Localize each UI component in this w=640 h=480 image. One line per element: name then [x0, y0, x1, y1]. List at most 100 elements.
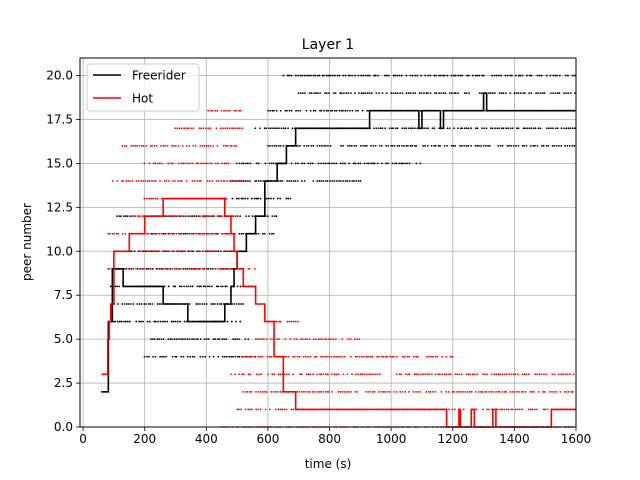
hot-peer-dot — [313, 355, 316, 358]
freerider-peer-dot — [552, 74, 555, 77]
hot-peer-dot — [197, 162, 200, 165]
hot-peer-dot — [395, 355, 398, 358]
freerider-peer-dot — [238, 338, 241, 341]
hot-peer-dot — [210, 109, 212, 112]
hot-peer-dot — [202, 232, 204, 235]
freerider-peer-dot — [491, 92, 494, 95]
freerider-peer-dot — [216, 303, 219, 305]
hot-peer-dot — [193, 180, 196, 182]
freerider-peer-dot — [288, 180, 291, 182]
freerider-peer-dot — [353, 144, 356, 147]
hot-peer-dot — [527, 373, 530, 376]
freerider-peer-dot — [442, 74, 444, 77]
hot-peer-dot — [233, 144, 236, 147]
freerider-peer-dot — [545, 127, 548, 130]
freerider-peer-dot — [461, 74, 464, 77]
freerider-peer-dot — [424, 144, 426, 147]
freerider-peer-dot — [567, 127, 570, 130]
freerider-peer-dot — [269, 144, 271, 147]
freerider-peer-dot — [251, 215, 254, 218]
freerider-peer-dot — [145, 303, 148, 305]
freerider-peer-dot — [145, 267, 148, 270]
hot-peer-dot — [177, 162, 180, 165]
freerider-peer-dot — [218, 338, 221, 341]
freerider-peer-dot — [434, 92, 436, 95]
freerider-peer-dot — [282, 127, 285, 130]
hot-peer-dot — [179, 180, 182, 182]
freerider-peer-dot — [244, 180, 247, 182]
freerider-peer-dot — [551, 144, 554, 147]
hot-peer-dot — [386, 390, 389, 393]
y-tick-label: 5.0 — [54, 332, 73, 346]
hot-peer-dot — [406, 355, 409, 358]
hot-peer-dot — [208, 162, 211, 165]
freerider-peer-dot — [201, 355, 204, 358]
freerider-peer-dot — [552, 127, 554, 130]
freerider-peer-dot — [378, 144, 381, 147]
hot-peer-dot — [525, 373, 528, 376]
hot-peer-dot — [290, 320, 293, 323]
hot-peer-dot — [343, 390, 346, 393]
hot-peer-dot — [122, 180, 125, 182]
freerider-peer-dot — [442, 92, 445, 95]
freerider-peer-dot — [530, 127, 533, 130]
hot-peer-dot — [517, 373, 519, 376]
hot-peer-dot — [115, 232, 118, 235]
freerider-peer-dot — [468, 92, 470, 95]
freerider-peer-dot — [352, 162, 355, 165]
freerider-peer-dot — [342, 92, 345, 95]
freerider-peer-dot — [278, 127, 280, 130]
freerider-peer-dot — [474, 74, 477, 77]
freerider-peer-dot — [532, 144, 535, 147]
hot-peer-dot — [311, 390, 314, 393]
hot-peer-dot — [214, 250, 217, 253]
freerider-peer-dot — [398, 162, 401, 165]
hot-peer-dot — [257, 355, 260, 358]
hot-peer-dot — [315, 355, 318, 358]
hot-peer-dot — [247, 267, 250, 270]
hot-peer-dot — [349, 390, 352, 393]
hot-peer-dot — [207, 232, 210, 235]
hot-peer-dot — [221, 162, 223, 165]
hot-peer-dot — [257, 338, 259, 341]
freerider-peer-dot — [564, 144, 567, 147]
freerider-peer-dot — [338, 180, 340, 182]
freerider-peer-dot — [303, 180, 306, 182]
freerider-peer-dot — [188, 338, 191, 341]
hot-peer-dot — [427, 390, 430, 393]
hot-peer-dot — [415, 355, 418, 358]
freerider-peer-dot — [385, 74, 388, 77]
freerider-peer-dot — [132, 303, 135, 305]
freerider-peer-dot — [306, 74, 308, 77]
hot-peer-dot — [208, 215, 211, 218]
hot-peer-dot — [212, 232, 215, 235]
hot-peer-dot — [248, 355, 251, 358]
hot-peer-dot — [190, 267, 193, 270]
freerider-peer-dot — [446, 74, 449, 77]
hot-peer-dot — [521, 373, 524, 376]
hot-peer-dot — [531, 390, 534, 393]
freerider-peer-dot — [212, 338, 215, 341]
freerider-peer-dot — [457, 74, 460, 77]
freerider-peer-dot — [563, 92, 565, 95]
freerider-peer-dot — [164, 320, 166, 323]
freerider-peer-dot — [443, 144, 446, 147]
freerider-peer-dot — [308, 92, 311, 95]
freerider-peer-dot — [279, 197, 282, 200]
hot-peer-dot — [300, 373, 303, 376]
freerider-peer-dot — [269, 109, 272, 112]
freerider-peer-dot — [204, 285, 207, 288]
freerider-peer-dot — [344, 109, 347, 112]
freerider-peer-dot — [515, 127, 518, 130]
freerider-peer-dot — [400, 162, 403, 165]
hot-peer-dot — [341, 390, 344, 393]
hot-peer-dot — [441, 373, 443, 376]
hot-peer-dot — [182, 162, 185, 165]
freerider-peer-dot — [378, 92, 380, 95]
freerider-peer-dot — [195, 338, 198, 341]
hot-peer-dot — [518, 408, 521, 411]
hot-peer-dot — [486, 408, 488, 411]
hot-peer-dot — [514, 408, 517, 411]
freerider-peer-dot — [225, 355, 228, 358]
freerider-peer-dot — [118, 285, 121, 288]
